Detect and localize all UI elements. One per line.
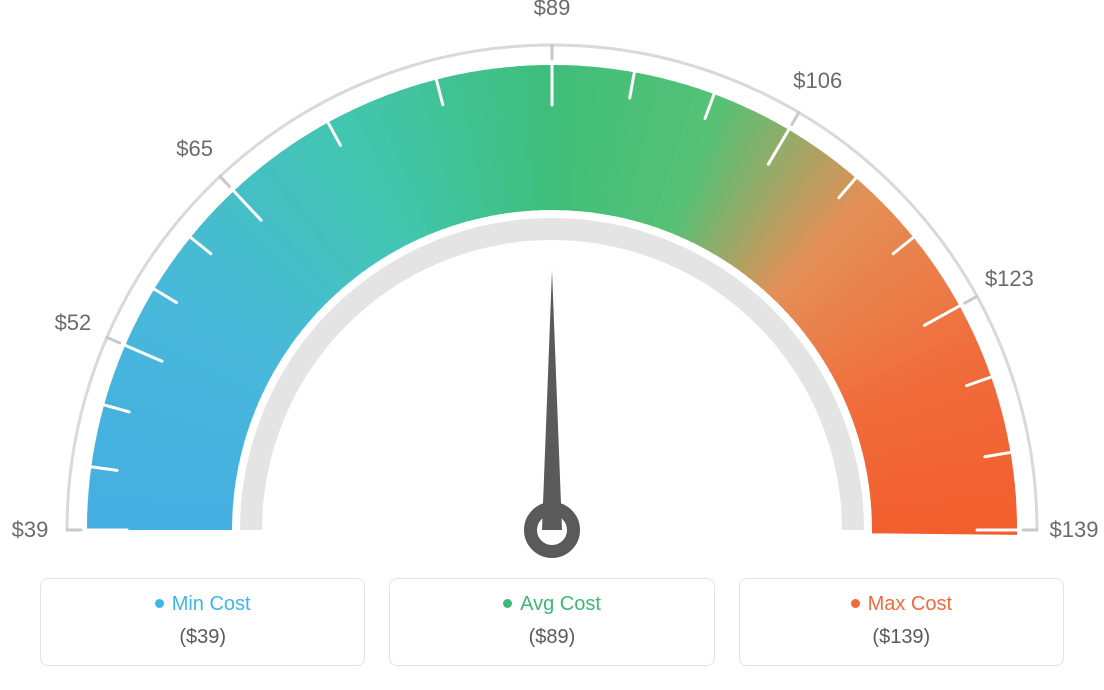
legend-value-avg: ($89) — [400, 626, 703, 649]
gauge-tick-label: $65 — [176, 136, 213, 162]
dot-icon — [155, 599, 164, 608]
gauge-chart: $39 $52 $65 $89 $106 $123 $139 — [0, 0, 1104, 560]
legend-card-min: Min Cost ($39) — [40, 578, 365, 666]
gauge-tick-label: $106 — [793, 68, 842, 94]
legend-title-max: Max Cost — [750, 593, 1053, 616]
legend-title-avg: Avg Cost — [400, 593, 703, 616]
gauge-tick-label: $52 — [55, 310, 92, 336]
gauge-tick-label: $89 — [534, 0, 571, 21]
legend-label-avg: Avg Cost — [520, 593, 601, 615]
legend-label-min: Min Cost — [172, 593, 251, 615]
legend-label-max: Max Cost — [868, 593, 952, 615]
legend-value-min: ($39) — [51, 626, 354, 649]
legend-card-max: Max Cost ($139) — [739, 578, 1064, 666]
dot-icon — [851, 599, 860, 608]
legend-title-min: Min Cost — [51, 593, 354, 616]
gauge-needle — [542, 270, 562, 530]
legend-value-max: ($139) — [750, 626, 1053, 649]
gauge-tick-label: $123 — [985, 266, 1034, 292]
dot-icon — [503, 599, 512, 608]
legend-row: Min Cost ($39) Avg Cost ($89) Max Cost (… — [40, 578, 1064, 666]
gauge-tick-label: $39 — [12, 517, 49, 543]
gauge-svg — [0, 0, 1104, 560]
legend-card-avg: Avg Cost ($89) — [389, 578, 714, 666]
gauge-tick-label: $139 — [1050, 517, 1099, 543]
cost-gauge-container: $39 $52 $65 $89 $106 $123 $139 Min Cost ($39) … — [0, 0, 1104, 690]
